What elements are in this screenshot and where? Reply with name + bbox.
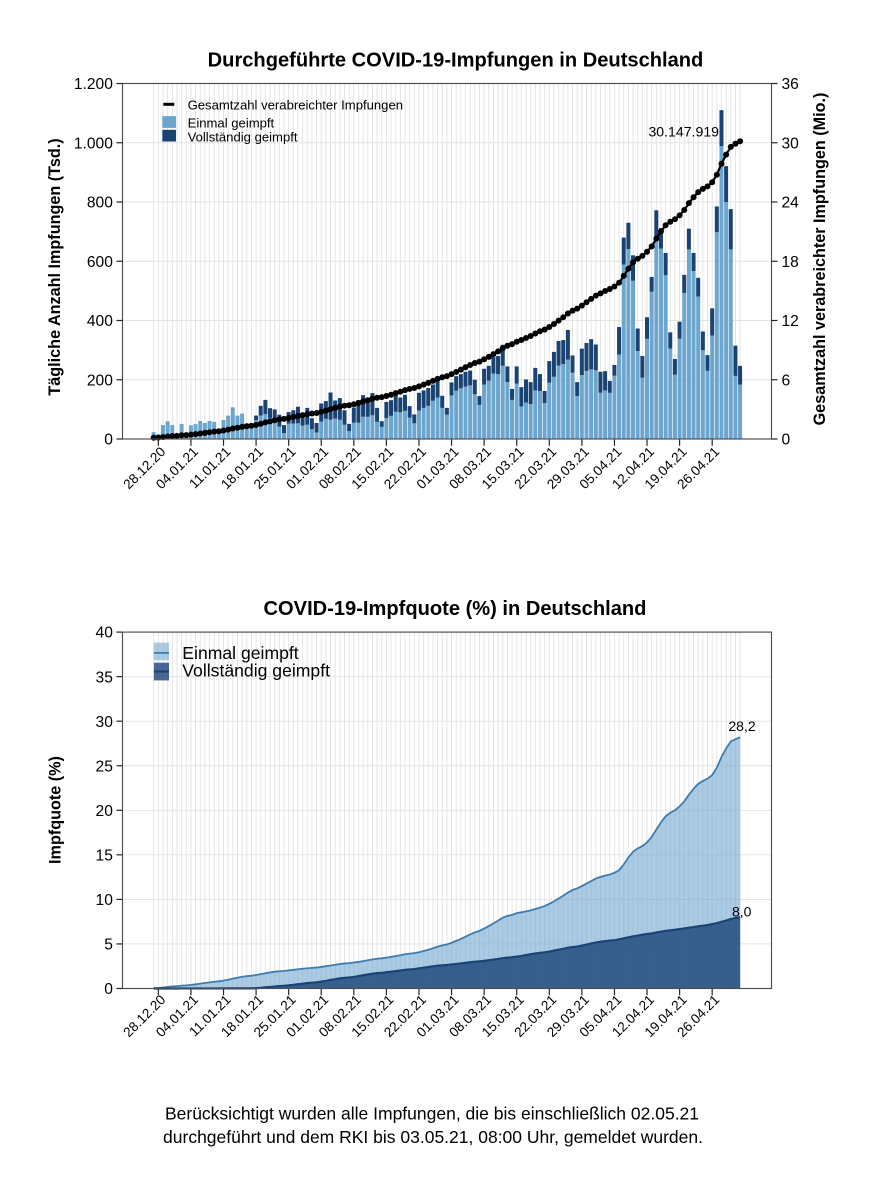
svg-text:0: 0 [782,432,791,449]
svg-text:800: 800 [87,195,113,212]
svg-text:Einmal geimpft: Einmal geimpft [188,116,275,131]
svg-text:15: 15 [96,847,114,864]
svg-text:30: 30 [782,135,800,152]
svg-text:1.000: 1.000 [74,135,113,152]
svg-text:COVID-19-Impfquote (%) in Deut: COVID-19-Impfquote (%) in Deutschland [264,598,647,620]
svg-text:Gesamtzahl verabreichter Impfu: Gesamtzahl verabreichter Impfungen [188,98,403,113]
svg-text:35: 35 [96,669,114,686]
svg-text:30: 30 [96,714,114,731]
svg-text:30.147.919: 30.147.919 [648,124,719,140]
svg-text:6: 6 [782,372,791,389]
svg-text:0: 0 [104,432,113,449]
svg-text:20: 20 [96,803,114,820]
svg-text:Berücksichtigt wurden alle Imp: Berücksichtigt wurden alle Impfungen, di… [165,1104,699,1124]
svg-text:8,0: 8,0 [732,903,752,919]
svg-text:Einmal geimpft: Einmal geimpft [182,643,298,663]
svg-text:200: 200 [87,372,113,389]
svg-text:36: 36 [782,76,799,93]
svg-text:durchgeführt und dem RKI bis 0: durchgeführt und dem RKI bis 03.05.21, 0… [163,1127,703,1147]
svg-text:400: 400 [87,313,113,330]
svg-text:Vollständig geimpft: Vollständig geimpft [182,661,330,681]
svg-text:Impfquote (%): Impfquote (%) [47,756,65,864]
svg-text:1.200: 1.200 [74,76,113,93]
svg-text:10: 10 [96,892,114,909]
svg-text:0: 0 [104,981,113,998]
svg-text:5: 5 [104,937,113,954]
svg-text:Gesamtzahl verabreichter Impfu: Gesamtzahl verabreichter Impfungen (Mio.… [811,93,829,426]
svg-text:40: 40 [96,625,114,642]
svg-text:Durchgeführte COVID-19-Impfung: Durchgeführte COVID-19-Impfungen in Deut… [208,50,704,72]
svg-text:25: 25 [96,758,114,775]
svg-text:28,2: 28,2 [728,718,755,734]
svg-text:Vollständig geimpft: Vollständig geimpft [188,130,298,145]
svg-text:Tägliche Anzahl Impfungen (Tsd: Tägliche Anzahl Impfungen (Tsd.) [46,138,64,395]
svg-text:18: 18 [782,254,799,271]
svg-text:24: 24 [782,195,800,212]
svg-text:600: 600 [87,254,113,271]
svg-text:12: 12 [782,313,799,330]
